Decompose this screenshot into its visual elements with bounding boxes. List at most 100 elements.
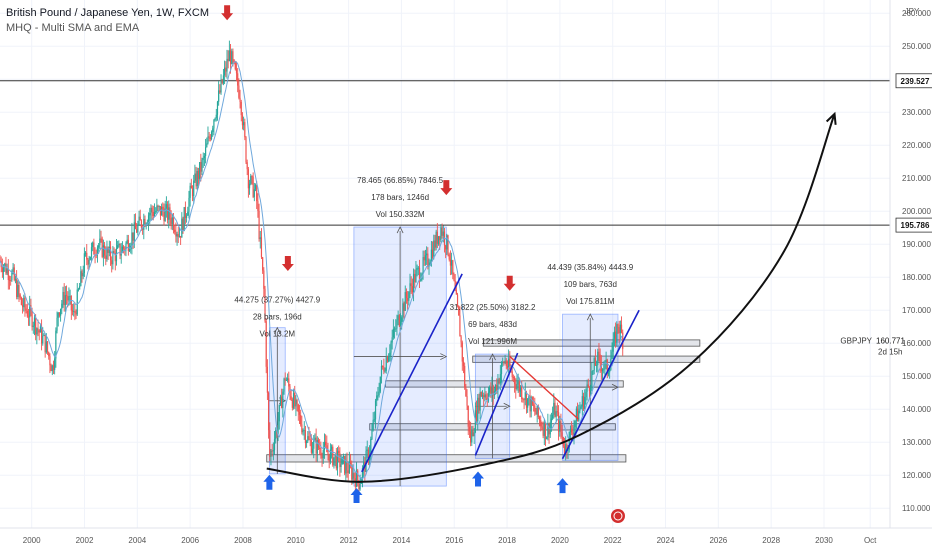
price-axis[interactable]: JPY260.000250.000240.000230.000220.00021… bbox=[840, 0, 932, 550]
candle-body bbox=[77, 289, 80, 291]
candle-body bbox=[530, 397, 532, 412]
candle-body bbox=[372, 419, 374, 431]
candle-body bbox=[485, 394, 487, 399]
candle-body bbox=[397, 315, 399, 321]
candle-body bbox=[335, 454, 337, 469]
candle-body bbox=[344, 456, 346, 474]
candle-body bbox=[341, 456, 343, 465]
candle-body bbox=[435, 231, 437, 248]
candle-body bbox=[149, 212, 151, 216]
candle-body bbox=[16, 279, 18, 297]
candle-body bbox=[108, 246, 110, 253]
candle-body bbox=[458, 305, 460, 316]
candle-body bbox=[20, 297, 22, 305]
candle-body bbox=[213, 119, 215, 129]
measure-h-head bbox=[503, 402, 511, 410]
measurement-text: 28 bars, 196d bbox=[253, 313, 302, 322]
candle-body bbox=[437, 236, 440, 244]
candle-body bbox=[411, 286, 413, 293]
time-axis[interactable]: 2000 2002 2004 2006 2008 2010 2012 2014 2016 2018… bbox=[0, 509, 932, 545]
x-tick-label: 2000 bbox=[23, 536, 41, 545]
y-tick-label: 160.000 bbox=[902, 339, 931, 348]
candle-body bbox=[1, 267, 3, 273]
candle-body bbox=[546, 437, 548, 439]
candle-body bbox=[584, 397, 586, 409]
candle-body bbox=[245, 137, 247, 163]
candle-body bbox=[569, 428, 572, 432]
candle-body bbox=[442, 231, 444, 236]
candle-body bbox=[208, 136, 210, 138]
candle-body bbox=[519, 387, 522, 392]
candle-body bbox=[345, 461, 347, 474]
candle-body bbox=[199, 162, 201, 179]
candle-body bbox=[426, 253, 428, 256]
measurement-text: 44.439 (35.84%) 4443.9 bbox=[547, 263, 633, 272]
candle-body bbox=[336, 450, 339, 469]
candle-body bbox=[446, 235, 448, 250]
x-tick-label: 2016 bbox=[445, 536, 463, 545]
candle-body bbox=[611, 351, 613, 360]
candle-body bbox=[592, 370, 594, 372]
candle-body bbox=[553, 402, 555, 415]
candle-body bbox=[79, 286, 81, 290]
candle-body bbox=[365, 450, 367, 472]
candle-body bbox=[601, 369, 604, 372]
candle-body bbox=[161, 206, 163, 216]
candle-body bbox=[392, 328, 394, 338]
candle-body bbox=[374, 400, 377, 420]
candle-body bbox=[231, 51, 233, 65]
candle-body bbox=[258, 210, 260, 239]
candle-body bbox=[323, 441, 326, 451]
candle-body bbox=[466, 396, 468, 406]
candle-body bbox=[279, 396, 282, 405]
candle-body bbox=[23, 297, 25, 308]
candle-body bbox=[393, 328, 396, 330]
candle-body bbox=[204, 147, 207, 156]
current-price-label: 160.771 bbox=[876, 337, 905, 346]
horizontal-price-lines bbox=[0, 80, 890, 226]
candle-body bbox=[377, 395, 379, 396]
candle-body bbox=[313, 439, 315, 449]
candle-body bbox=[11, 272, 13, 281]
trend-line bbox=[474, 352, 519, 456]
candle-body bbox=[206, 143, 208, 148]
candle-body bbox=[367, 449, 370, 460]
candle-body bbox=[352, 473, 354, 480]
candle-body bbox=[288, 378, 290, 387]
indicator-title[interactable]: MHQ - Multi SMA and EMA bbox=[6, 22, 140, 34]
candle-body bbox=[390, 342, 392, 353]
candle-body bbox=[254, 184, 257, 190]
candle-body bbox=[88, 259, 90, 265]
candle-body bbox=[325, 441, 327, 446]
candle-body bbox=[73, 311, 75, 312]
candle-body bbox=[272, 450, 274, 452]
candle-body bbox=[35, 317, 37, 335]
trend-line bbox=[561, 309, 640, 460]
y-tick-label: 230.000 bbox=[902, 108, 931, 117]
candle-body bbox=[620, 324, 623, 333]
candle-body bbox=[137, 224, 139, 233]
x-tick-label: 2004 bbox=[128, 536, 146, 545]
candle-body bbox=[247, 169, 249, 189]
candle-body bbox=[127, 239, 129, 252]
candle-body bbox=[528, 395, 530, 399]
candle-body bbox=[106, 247, 108, 259]
up-arrow-icon bbox=[263, 474, 276, 490]
candle-body bbox=[449, 259, 452, 266]
candle-body bbox=[565, 444, 567, 453]
candle-body bbox=[535, 411, 537, 415]
candle-body bbox=[71, 310, 74, 312]
symbol-title[interactable]: British Pound / Japanese Yen, 1W, FXCM bbox=[6, 7, 210, 19]
candle-body bbox=[56, 317, 58, 331]
candle-body bbox=[513, 377, 516, 385]
candle-body bbox=[311, 448, 314, 453]
candle-body bbox=[80, 271, 82, 287]
candle-body bbox=[536, 405, 538, 415]
candle-body bbox=[134, 222, 137, 230]
candle-body bbox=[89, 256, 91, 260]
x-tick-label: 2030 bbox=[815, 536, 833, 545]
candle-body bbox=[309, 439, 311, 441]
candle-body bbox=[591, 371, 593, 389]
candle-body bbox=[461, 342, 463, 362]
